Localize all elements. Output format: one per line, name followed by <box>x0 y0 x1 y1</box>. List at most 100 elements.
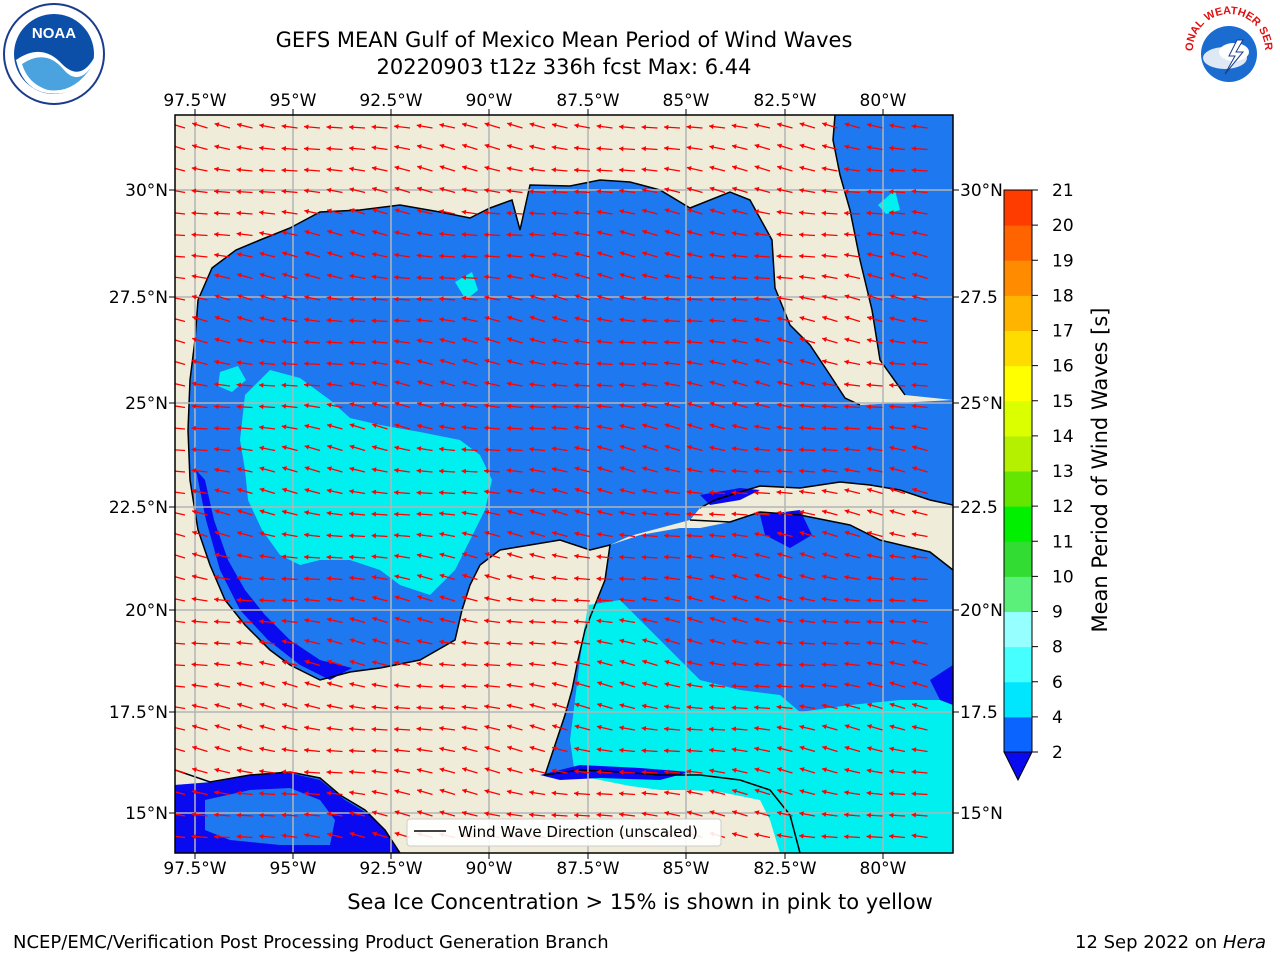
wind-arrow-head <box>686 789 692 795</box>
wind-arrow-head <box>844 188 849 195</box>
wind-arrow-head <box>439 746 445 752</box>
wind-arrow-head <box>529 188 534 195</box>
wind-arrow-head <box>822 509 827 515</box>
wind-arrow-head <box>462 767 468 773</box>
lon-label-bottom: 90°W <box>466 859 513 879</box>
wind-arrow-head <box>732 595 738 601</box>
colorbar-tick-label: 10 <box>1052 567 1074 587</box>
wind-arrow-head <box>169 468 173 473</box>
wind-arrow-head <box>799 380 805 386</box>
wind-arrow-head <box>911 554 917 560</box>
wind-arrow-head <box>236 446 242 452</box>
wind-arrow-head <box>686 380 692 386</box>
wind-arrow-head <box>192 724 197 730</box>
wind-arrow-head <box>394 423 400 429</box>
wind-arrow-head <box>326 187 332 193</box>
wind-arrow-head <box>799 530 805 536</box>
wind-arrow-head <box>889 531 895 537</box>
wind-arrow-head <box>169 210 174 215</box>
wind-arrow-head <box>394 124 399 130</box>
wind-arrow-head <box>866 337 872 343</box>
wind-arrow-head <box>889 189 894 195</box>
wind-arrow-head <box>642 681 647 687</box>
wind-arrow-head <box>236 768 242 774</box>
wind-arrow-head <box>844 702 850 708</box>
wind-arrow-head <box>304 832 309 838</box>
wind-arrow-head <box>304 229 310 235</box>
wind-arrow-head <box>754 231 759 237</box>
wind-arrow-head <box>686 726 691 732</box>
wind-arrow-head <box>709 186 715 192</box>
wind-arrow-head <box>349 208 355 214</box>
wind-arrow-head <box>911 403 917 409</box>
wind-arrow-head <box>686 360 692 366</box>
wind-arrow-head <box>304 576 309 582</box>
wind-arrow-head <box>281 339 287 345</box>
wind-arrow-head <box>912 487 918 493</box>
wind-arrow-head <box>709 208 715 214</box>
wind-arrow-head <box>349 831 355 837</box>
wind-arrow-head <box>664 360 669 366</box>
wind-arrow-head <box>259 424 264 431</box>
wind-arrow-head <box>754 788 760 794</box>
wind-arrow-head <box>417 616 422 622</box>
wind-arrow-head <box>821 640 826 646</box>
wind-arrow-head <box>484 315 490 321</box>
wind-arrow-head <box>866 167 872 173</box>
wind-arrow-shaft <box>175 124 186 129</box>
wind-arrow-head <box>596 509 602 515</box>
colorbar-segment <box>1004 506 1032 542</box>
wind-arrow-head <box>821 294 827 300</box>
wind-arrow-head <box>462 143 468 149</box>
wind-arrow-head <box>236 466 242 472</box>
wind-arrow-head <box>912 272 918 278</box>
colorbar-tick-label: 13 <box>1052 462 1074 482</box>
wind-arrow-head <box>191 811 197 817</box>
wind-arrow-head <box>214 188 219 195</box>
wind-arrow-head <box>641 575 647 582</box>
wind-arrow-head <box>889 123 894 129</box>
colorbar-tick-label: 11 <box>1052 532 1074 552</box>
wind-arrow-head <box>844 574 849 580</box>
wind-arrow-head <box>529 294 535 300</box>
wind-arrow-head <box>551 145 557 151</box>
wind-arrow-head <box>394 274 399 281</box>
wind-arrow-head <box>214 337 220 343</box>
wind-arrow-head <box>889 424 894 431</box>
wind-arrow-head <box>574 618 579 625</box>
colorbar-extend-triangle <box>1003 751 1033 782</box>
wind-arrow-head <box>821 232 826 238</box>
colorbar-tick-label: 12 <box>1052 497 1074 517</box>
wind-arrow-head <box>506 574 512 580</box>
wind-arrow-head <box>417 358 422 364</box>
wind-arrow-head <box>822 122 828 128</box>
wind-arrow-head <box>821 468 827 474</box>
colorbar-tick-label: 4 <box>1052 708 1063 728</box>
wind-arrow-head <box>911 316 917 322</box>
wind-arrow-head <box>461 253 466 259</box>
wind-arrow-head <box>416 317 422 323</box>
wind-arrow-head <box>641 124 646 130</box>
wind-arrow-head <box>236 167 242 173</box>
wind-arrow-head <box>529 467 534 473</box>
wind-arrow-head <box>169 596 174 601</box>
wind-arrow-head <box>371 768 377 775</box>
wind-arrow-head <box>664 423 670 429</box>
wind-arrow-head <box>462 788 468 794</box>
wind-arrow-head <box>169 254 173 259</box>
wind-arrow-shaft <box>175 769 186 774</box>
wind-arrow-head <box>754 810 760 816</box>
wind-arrow-head <box>709 401 715 407</box>
wind-arrow-head <box>484 380 490 386</box>
wind-arrow-head <box>731 296 736 302</box>
wind-arrow-head <box>461 810 467 816</box>
wind-arrow-head <box>394 144 400 150</box>
wind-arrow-head <box>912 294 917 300</box>
wind-arrow-head <box>461 187 467 193</box>
wind-arrow-head <box>709 144 715 150</box>
wind-arrow-head <box>304 317 309 323</box>
wind-arrow-head <box>619 339 624 345</box>
wind-arrow-head <box>439 661 444 667</box>
colorbar-tick-label: 16 <box>1052 357 1074 377</box>
wind-arrow-head <box>349 616 355 622</box>
